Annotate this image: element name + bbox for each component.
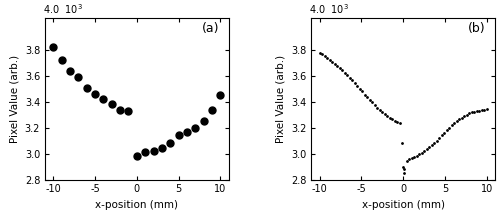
Text: 4.0  $10^3$: 4.0 $10^3$ (43, 2, 83, 16)
X-axis label: x-position (mm): x-position (mm) (96, 200, 178, 210)
X-axis label: x-position (mm): x-position (mm) (362, 200, 444, 210)
Y-axis label: Pixel Value (arb.): Pixel Value (arb.) (9, 55, 19, 143)
Text: (a): (a) (202, 22, 220, 35)
Y-axis label: Pixel Value (arb.): Pixel Value (arb.) (276, 55, 285, 143)
Text: 4.0  $10^3$: 4.0 $10^3$ (310, 2, 350, 16)
Text: (b): (b) (468, 22, 486, 35)
